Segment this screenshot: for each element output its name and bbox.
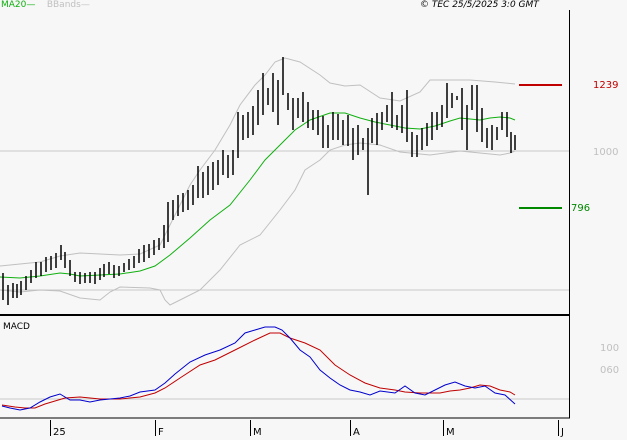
x-label-mar: M [253, 427, 262, 438]
macd-signal-line [1, 332, 516, 409]
resistance-label: 1239 [593, 80, 619, 91]
macd-scale-060: 060 [600, 365, 620, 376]
macd-scale-100: 100 [600, 343, 620, 354]
bbands-lower [0, 142, 516, 306]
ma20-line [0, 112, 516, 279]
x-label-jun: J [561, 427, 564, 438]
support-label: 796 [571, 203, 591, 214]
ohlc-bars [2, 57, 516, 305]
macd-title: MACD [3, 322, 30, 332]
x-label-apr: A [353, 427, 360, 438]
bbands-upper [0, 57, 516, 267]
legend-ma20: MA20— [1, 0, 36, 10]
chart-legend: MA20— BBands— [1, 0, 90, 11]
legend-bbands: BBands— [46, 0, 90, 10]
x-label-may: M [446, 427, 455, 438]
x-label-25: 25 [53, 427, 66, 438]
x-label-feb: F [158, 427, 164, 438]
copyright-timestamp: © TEC 25/5/2025 3:0 GMT [420, 0, 539, 10]
reference-label: 1000 [593, 147, 619, 158]
macd-line [1, 326, 516, 411]
